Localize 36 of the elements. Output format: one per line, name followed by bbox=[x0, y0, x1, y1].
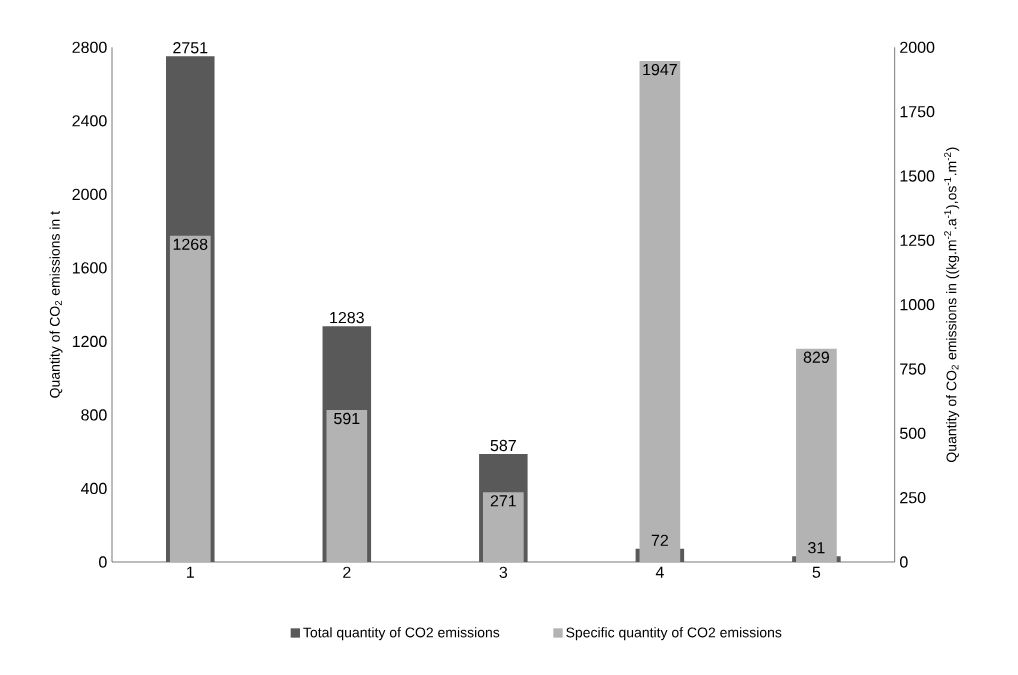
x-tick-label: 2 bbox=[343, 566, 351, 578]
y2-tick-label: 250 bbox=[900, 491, 926, 504]
y2-tick-label: 500 bbox=[900, 427, 926, 439]
data-label: 1268 bbox=[173, 238, 208, 250]
y2-tick-label: 1250 bbox=[900, 234, 935, 246]
y2-tick-label: 2000 bbox=[900, 41, 935, 53]
legend-label: Specific quantity of CO2 emissions bbox=[566, 627, 782, 641]
x-tick-label: 3 bbox=[499, 566, 508, 579]
data-label: 1947 bbox=[643, 63, 677, 76]
y-tick-label: 400 bbox=[80, 482, 107, 495]
data-label: 591 bbox=[334, 412, 360, 425]
x-tick-label: 4 bbox=[655, 566, 664, 578]
y-tick-label: 2400 bbox=[72, 115, 107, 127]
legend-label: Total quantity of CO2 emissions bbox=[303, 627, 500, 641]
y2-tick-label: 0 bbox=[900, 556, 908, 568]
y-tick-label: 800 bbox=[81, 409, 107, 421]
y2-tick-label: 1000 bbox=[900, 299, 935, 311]
y-tick-label: 0 bbox=[99, 556, 107, 568]
data-label: 1283 bbox=[330, 311, 364, 324]
x-tick-label: 5 bbox=[812, 566, 821, 578]
x-tick-label: 1 bbox=[187, 566, 194, 578]
y-axis-title: Quantity of CO$_{2}$ emissions in t bbox=[49, 211, 63, 398]
y2-tick-label: 1500 bbox=[900, 170, 935, 182]
y-tick-label: 1200 bbox=[72, 335, 107, 348]
data-label: 271 bbox=[490, 495, 516, 507]
y-tick-label: 1600 bbox=[72, 262, 107, 274]
y-tick-label: 2000 bbox=[72, 188, 107, 201]
y2-tick-label: 1750 bbox=[900, 106, 935, 118]
y2-tick-label: 750 bbox=[900, 363, 926, 375]
data-label: 2751 bbox=[173, 42, 208, 54]
data-label: 72 bbox=[651, 534, 668, 546]
data-label: 31 bbox=[808, 542, 825, 554]
data-label: 587 bbox=[490, 439, 516, 452]
y-tick-label: 2800 bbox=[72, 41, 107, 53]
text: Quantity of CO$_{2}$ emissions in ((kg.m$^{-2}$.a$^{-1}$),os$^{-1}$.m$^{-2}$) bbox=[944, 147, 960, 462]
data-label: 829 bbox=[803, 351, 829, 363]
